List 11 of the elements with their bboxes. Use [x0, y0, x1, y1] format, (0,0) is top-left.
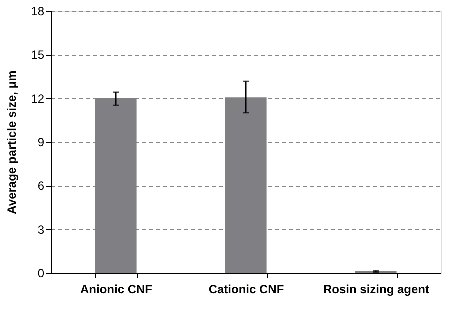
y-tick-label: 6: [38, 179, 45, 194]
y-tick-label: 3: [38, 222, 45, 237]
y-tick-label: 0: [38, 266, 45, 280]
y-axis-title: Average particle size, μm: [5, 70, 20, 214]
x-tick-label: Rosin sizing agent: [323, 282, 430, 296]
y-tick-label: 9: [38, 136, 45, 150]
x-tick-label: Cationic CNF: [208, 282, 284, 296]
x-tick-label: Anionic CNF: [80, 282, 152, 296]
y-tick-label: 15: [31, 48, 45, 62]
y-tick-label: 18: [31, 4, 45, 18]
y-tick-label: 12: [31, 92, 45, 106]
